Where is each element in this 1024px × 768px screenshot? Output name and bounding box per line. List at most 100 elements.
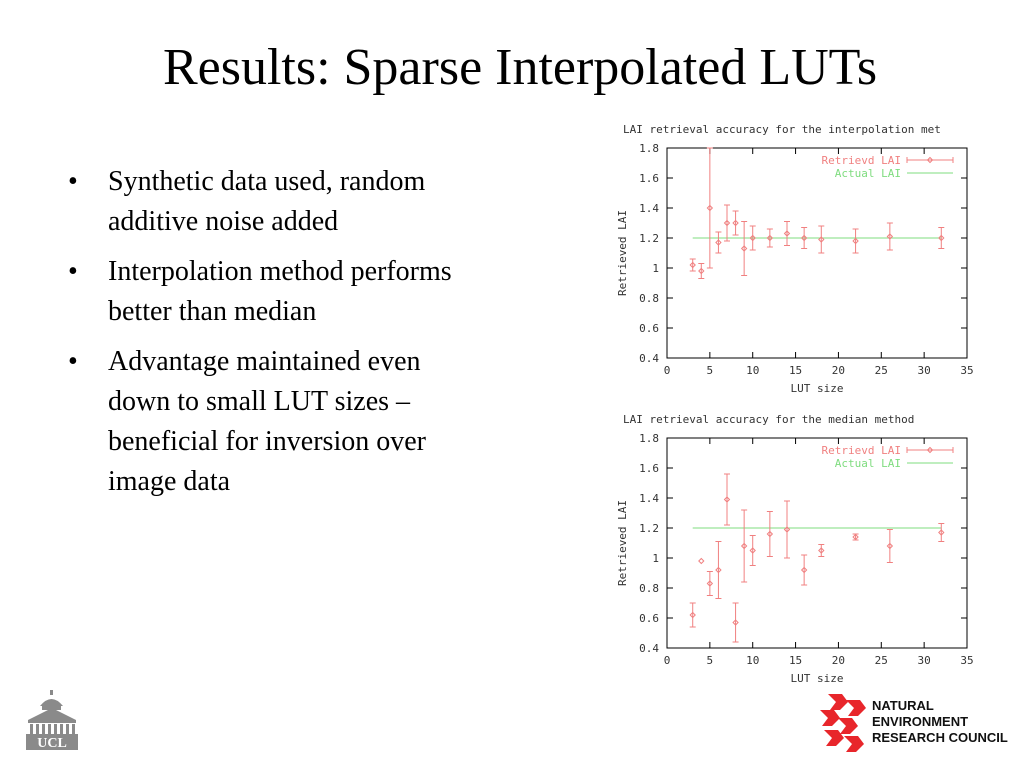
retrieved-point bbox=[938, 227, 945, 249]
data-marker bbox=[723, 496, 731, 503]
legend-label-retrieved: Retrievd LAI bbox=[822, 154, 901, 167]
y-tick-label: 1 bbox=[652, 552, 659, 565]
data-marker bbox=[766, 530, 774, 538]
data-marker bbox=[698, 557, 705, 565]
nerc-line: RESEARCH COUNCIL bbox=[872, 730, 1008, 745]
nerc-logo-text: NATURAL ENVIRONMENT RESEARCH COUNCIL bbox=[872, 698, 1008, 746]
retrieved-point bbox=[852, 533, 859, 541]
y-tick-label: 0.8 bbox=[639, 292, 659, 305]
chart-title: LAI retrieval accuracy for the median me… bbox=[623, 413, 914, 426]
ucl-portico-icon bbox=[26, 690, 78, 750]
data-marker bbox=[732, 219, 739, 227]
legend-label-actual: Actual LAI bbox=[835, 167, 901, 180]
retrieved-point bbox=[732, 602, 739, 643]
data-marker bbox=[689, 261, 696, 269]
bullet-text: Advantage maintained even down to small … bbox=[108, 346, 426, 497]
data-marker bbox=[706, 204, 714, 212]
slide-title: Results: Sparse Interpolated LUTs bbox=[162, 39, 878, 96]
retrieved-point bbox=[698, 263, 705, 279]
bullet-dot-icon: • bbox=[68, 256, 78, 287]
data-marker bbox=[800, 566, 808, 574]
data-marker bbox=[938, 529, 945, 536]
data-marker bbox=[689, 611, 696, 619]
y-tick-label: 0.4 bbox=[639, 352, 659, 365]
nerc-logo bbox=[820, 694, 866, 752]
y-tick-label: 1.4 bbox=[639, 202, 659, 215]
data-marker bbox=[938, 234, 945, 242]
bullet-text: Interpolation method performs better tha… bbox=[108, 256, 452, 327]
bullet-list: • Synthetic data used, random additive no… bbox=[62, 162, 482, 512]
bullet-dot-icon: • bbox=[68, 346, 78, 377]
x-tick-label: 20 bbox=[832, 654, 845, 667]
retrieved-point bbox=[766, 228, 774, 248]
x-tick-label: 15 bbox=[789, 654, 802, 667]
retrieved-point bbox=[706, 571, 714, 596]
y-tick-label: 1.6 bbox=[639, 462, 659, 475]
x-tick-label: 25 bbox=[875, 654, 888, 667]
ucl-logo-text: UCL bbox=[37, 736, 67, 751]
retrieved-point bbox=[749, 535, 756, 566]
data-marker bbox=[818, 236, 825, 243]
plot-frame bbox=[666, 147, 968, 359]
x-tick-label: 0 bbox=[664, 364, 671, 377]
retrieved-point bbox=[723, 204, 731, 242]
retrieved-point bbox=[886, 529, 894, 563]
retrieved-point bbox=[706, 147, 714, 269]
x-axis-label: LUT size bbox=[791, 382, 844, 395]
data-marker bbox=[852, 533, 859, 541]
y-tick-label: 1.8 bbox=[639, 432, 659, 445]
x-tick-label: 35 bbox=[960, 654, 973, 667]
legend-marker bbox=[926, 156, 934, 164]
data-marker bbox=[886, 233, 894, 240]
retrieved-point bbox=[740, 221, 748, 276]
data-marker bbox=[818, 547, 825, 554]
data-marker bbox=[723, 219, 731, 227]
plot-frame bbox=[666, 437, 968, 649]
data-marker bbox=[749, 234, 756, 242]
y-tick-label: 1 bbox=[652, 262, 659, 275]
bullet-item: • Interpolation method performs better th… bbox=[62, 252, 482, 332]
retrieved-point bbox=[852, 228, 859, 254]
retrieved-point bbox=[783, 221, 791, 246]
retrieved-point bbox=[800, 554, 808, 586]
legend-label-retrieved: Retrievd LAI bbox=[822, 444, 901, 457]
data-marker bbox=[783, 526, 791, 533]
retrieved-point bbox=[766, 511, 774, 557]
bullet-dot-icon: • bbox=[68, 166, 78, 197]
x-tick-label: 5 bbox=[707, 364, 714, 377]
bullet-item: • Synthetic data used, random additive no… bbox=[62, 162, 482, 242]
median-chart: LAI retrieval accuracy for the median me… bbox=[616, 413, 974, 685]
nerc-emblem-icon bbox=[820, 694, 866, 752]
retrieved-point bbox=[818, 225, 825, 254]
x-tick-label: 20 bbox=[832, 364, 845, 377]
retrieved-point bbox=[723, 473, 731, 526]
x-tick-label: 10 bbox=[746, 654, 759, 667]
bullet-text: Synthetic data used, random additive noi… bbox=[108, 166, 426, 237]
y-tick-label: 1.2 bbox=[639, 522, 659, 535]
y-tick-label: 1.4 bbox=[639, 492, 659, 505]
x-tick-label: 30 bbox=[918, 364, 931, 377]
y-axis-label: Retrieved LAI bbox=[616, 500, 629, 586]
y-tick-label: 0.4 bbox=[639, 642, 659, 655]
data-marker bbox=[740, 245, 748, 252]
data-marker bbox=[715, 239, 722, 246]
y-tick-label: 1.6 bbox=[639, 172, 659, 185]
x-tick-label: 10 bbox=[746, 364, 759, 377]
retrieved-point bbox=[698, 557, 705, 565]
x-tick-label: 5 bbox=[707, 654, 714, 667]
retrieved-point bbox=[715, 231, 722, 254]
x-tick-label: 25 bbox=[875, 364, 888, 377]
y-tick-label: 0.8 bbox=[639, 582, 659, 595]
data-marker bbox=[852, 237, 859, 245]
x-axis-label: LUT size bbox=[791, 672, 844, 685]
retrieved-point bbox=[818, 544, 825, 557]
data-marker bbox=[698, 267, 705, 275]
retrieved-point bbox=[740, 509, 748, 583]
retrieved-point bbox=[800, 227, 808, 249]
chart-title: LAI retrieval accuracy for the interpola… bbox=[623, 123, 941, 136]
retrieved-point bbox=[938, 523, 945, 542]
x-tick-label: 0 bbox=[664, 654, 671, 667]
bullet-item: • Advantage maintained even down to small… bbox=[62, 342, 482, 502]
y-tick-label: 1.8 bbox=[639, 142, 659, 155]
nerc-line: NATURAL bbox=[872, 698, 934, 713]
